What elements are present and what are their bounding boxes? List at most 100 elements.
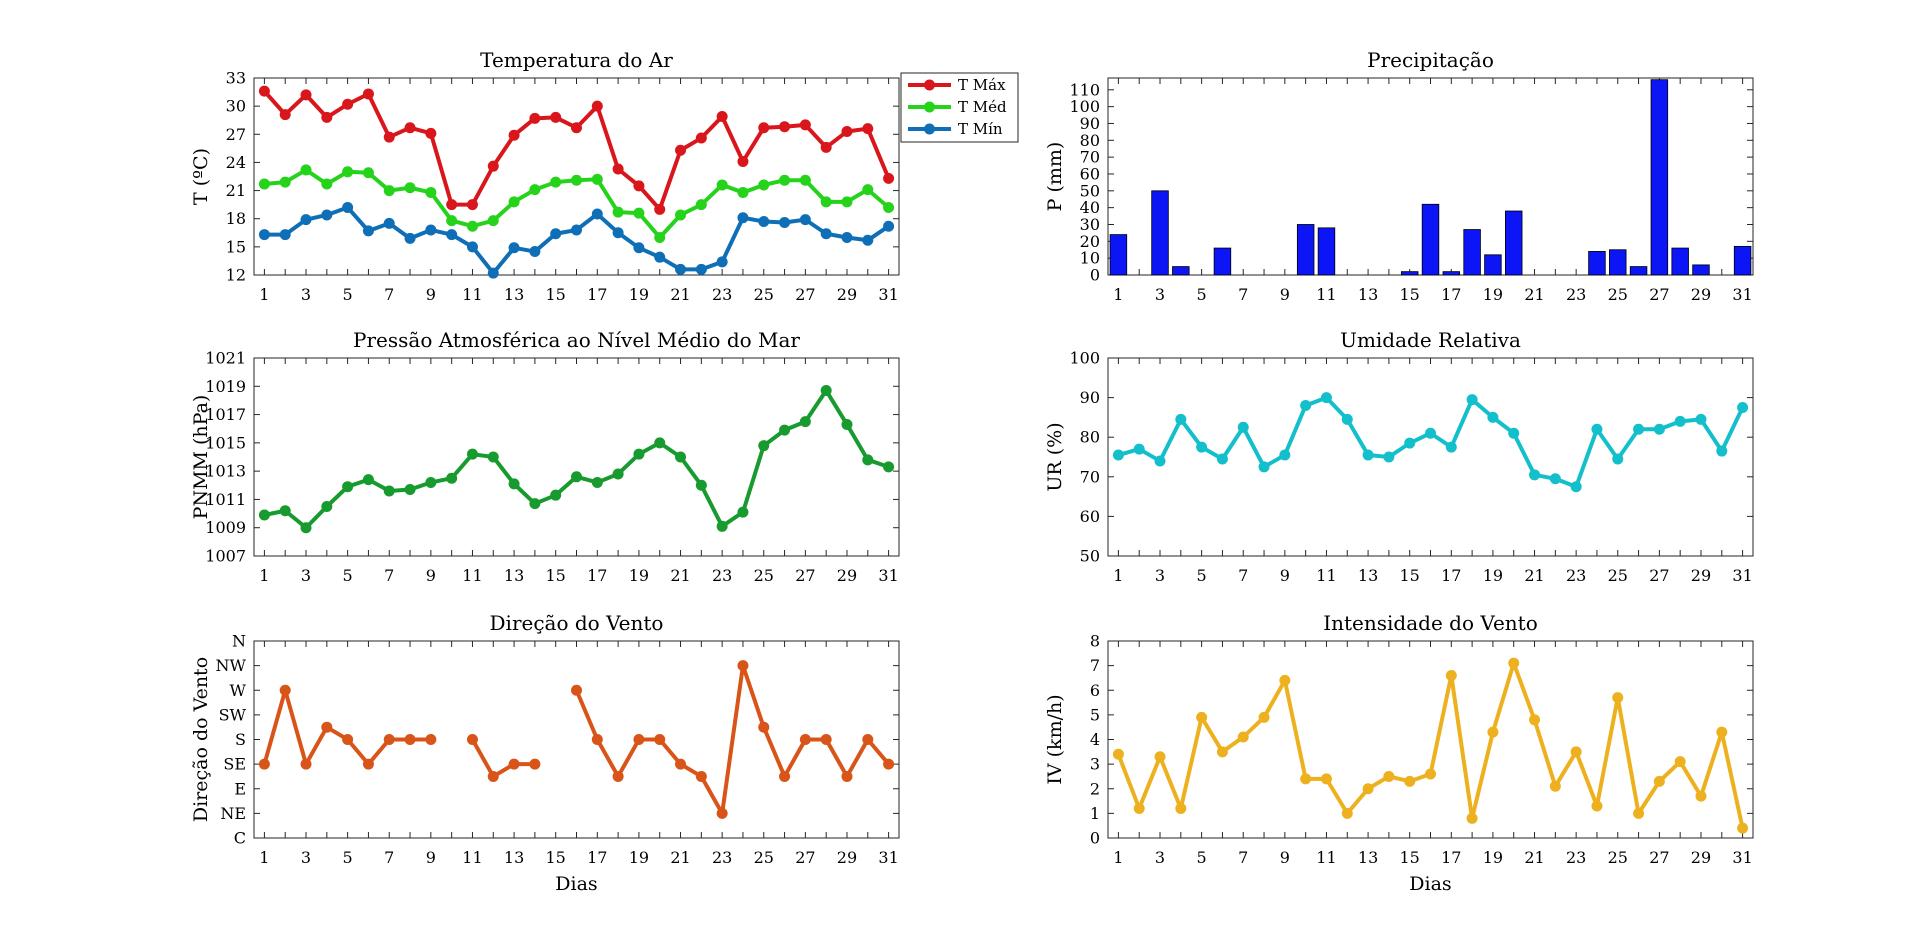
data-point [654, 251, 666, 263]
axes-box [1107, 357, 1754, 557]
chart-title: Intensidade do Vento [1323, 611, 1538, 635]
data-point [383, 734, 395, 745]
y-tick-label: E [234, 779, 246, 798]
y-tick-label: 50 [1080, 547, 1100, 566]
y-tick-label: 1011 [205, 490, 246, 509]
data-point [342, 734, 354, 745]
x-tick-label: 5 [1197, 285, 1207, 304]
data-point [716, 110, 728, 122]
y-tick-label: 10 [1080, 249, 1100, 268]
data-point [1570, 746, 1582, 758]
data-point [1466, 394, 1478, 406]
x-tick-label: 9 [1280, 566, 1290, 585]
y-tick-label: 1009 [205, 518, 246, 537]
data-point [633, 180, 645, 192]
data-point [654, 231, 666, 243]
y-tick-label: 30 [1080, 215, 1100, 234]
x-tick-label: 23 [712, 566, 732, 585]
data-point [654, 734, 666, 745]
data-point [383, 485, 395, 497]
y-tick-label: 18 [226, 209, 246, 228]
data-point [1674, 756, 1686, 768]
bar [1172, 266, 1190, 276]
data-point [799, 174, 811, 186]
x-tick-label: 17 [587, 285, 607, 304]
x-tick-label: 21 [670, 848, 690, 867]
y-tick-label: 27 [226, 125, 246, 144]
x-tick-label: 29 [837, 285, 857, 304]
data-point [1653, 423, 1665, 435]
y-tick-label: 80 [1080, 428, 1100, 447]
series-0 [258, 85, 895, 215]
x-tick-label: 9 [1280, 285, 1290, 304]
x-tick-label: 13 [1358, 285, 1378, 304]
y-tick-label: 110 [1069, 80, 1100, 99]
data-point [466, 241, 478, 253]
y-tick-label: 20 [1080, 232, 1100, 251]
data-point [737, 506, 749, 518]
y-tick-label: 3 [1090, 755, 1100, 774]
x-tick-label: 23 [1566, 285, 1586, 304]
y-tick-label: 1 [1090, 804, 1100, 823]
data-point [466, 220, 478, 232]
x-tick-label: 15 [546, 566, 566, 585]
data-point [508, 242, 520, 254]
x-tick-label: 31 [1732, 566, 1752, 585]
x-tick-label: 3 [1155, 848, 1165, 867]
x-tick-label: 17 [587, 566, 607, 585]
series-0 [258, 660, 895, 819]
y-tick-label: W [230, 681, 247, 700]
y-tick-label: NW [216, 656, 247, 675]
y-tick-label: 90 [1080, 388, 1100, 407]
data-point [487, 215, 499, 227]
data-point [383, 185, 395, 197]
data-point [758, 721, 770, 733]
data-point [675, 263, 687, 275]
bar [1650, 79, 1669, 276]
series-line [574, 663, 891, 816]
legend-label: T Máx [958, 76, 1006, 94]
x-tick-label: 9 [1280, 848, 1290, 867]
y-tick-label: 0 [1090, 266, 1100, 285]
data-point [466, 734, 478, 745]
data-point [404, 734, 416, 745]
x-tick-label: 11 [1316, 285, 1336, 304]
x-tick-label: 25 [754, 566, 774, 585]
y-tick-label: 1013 [205, 462, 246, 481]
data-point [883, 201, 895, 213]
data-point [1695, 413, 1707, 425]
data-point [737, 212, 749, 224]
data-point [1612, 692, 1624, 704]
data-point [1529, 469, 1541, 481]
x-tick-label: 19 [1483, 566, 1503, 585]
data-point [675, 209, 687, 221]
y-tick-label: 6 [1090, 681, 1100, 700]
data-point [1112, 748, 1124, 760]
x-tick-label: 3 [301, 848, 311, 867]
chart-pnmm: 1 3 5 7 9 11 13 15 17 19 21 23 25 27 29 311007100910111… [190, 328, 900, 585]
data-point [841, 770, 853, 782]
data-point [737, 155, 749, 167]
x-tick-label: 11 [462, 848, 482, 867]
data-point [404, 182, 416, 194]
data-point [799, 214, 811, 226]
data-point [633, 448, 645, 460]
data-point [529, 112, 541, 124]
x-tick-label: 13 [1358, 566, 1378, 585]
x-tick-label: 15 [1400, 848, 1420, 867]
data-point [841, 125, 853, 137]
data-point [1445, 669, 1457, 681]
y-tick-label: 50 [1080, 181, 1100, 200]
data-point [362, 225, 374, 237]
data-point [612, 468, 624, 480]
data-point [258, 758, 270, 770]
data-point [571, 471, 582, 483]
data-point [300, 164, 312, 176]
data-point [550, 176, 562, 188]
data-point [1175, 802, 1187, 814]
data-point [1341, 807, 1353, 819]
data-point [779, 174, 791, 186]
data-point [716, 256, 728, 268]
data-point [300, 89, 312, 101]
